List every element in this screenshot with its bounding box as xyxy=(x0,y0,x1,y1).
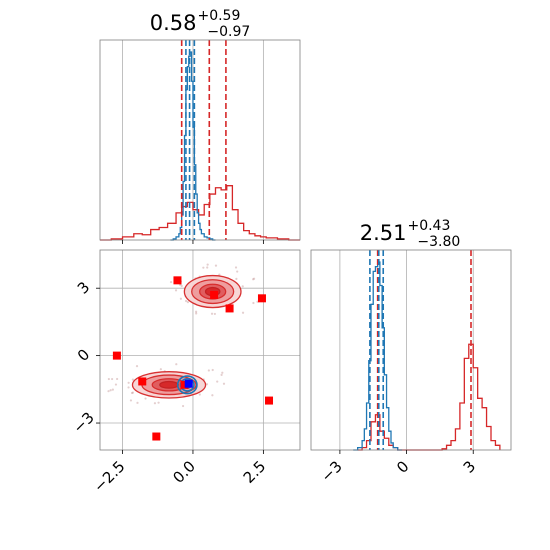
joint-grid xyxy=(100,250,300,450)
marginal-1-panel: 0.58+0.59 −0.97 xyxy=(99,8,301,244)
joint-y-tick-label: 0 xyxy=(74,346,93,365)
joint-sample-point xyxy=(181,404,185,408)
marginal-2-tick-label: 0 xyxy=(393,457,412,476)
joint-sample-point xyxy=(206,263,209,266)
marginal-2-tick-label: 3 xyxy=(460,457,479,476)
marginal-2-tick-label: −3 xyxy=(318,457,346,485)
marginal-1-histogram-red xyxy=(100,185,300,241)
joint-sample-point xyxy=(222,382,226,385)
joint-sample-point xyxy=(107,390,110,393)
joint-blue-marker xyxy=(184,379,193,388)
joint-sample-point xyxy=(129,399,133,402)
joint-sample-point xyxy=(234,266,238,269)
joint-sample-point xyxy=(205,383,209,386)
joint-sample-point xyxy=(195,312,198,315)
marginal-2-panel: 2.51+0.43 −3.80 −3 0 3 xyxy=(310,218,512,486)
joint-red-marker xyxy=(257,294,266,303)
joint-sample-point xyxy=(218,273,221,276)
marginal-2-title-lower: −3.80 xyxy=(417,234,460,250)
marginal-1-title-lower: −0.97 xyxy=(207,24,250,40)
joint-sample-point xyxy=(175,363,178,366)
joint-sample-point xyxy=(144,397,147,400)
joint-sample-point xyxy=(207,369,210,372)
marginal-2-ticks: −3 0 3 xyxy=(318,450,479,486)
joint-sample-point xyxy=(157,401,160,404)
marginal-1-title: 0.58+0.59 −0.97 xyxy=(150,8,251,40)
joint-sample-point xyxy=(169,280,173,284)
marginal-2-series xyxy=(353,261,501,451)
joint-sample-point xyxy=(202,266,205,269)
joint-sample-point xyxy=(174,289,178,292)
joint-x-tick-label: 2.5 xyxy=(240,457,270,487)
joint-red-contour xyxy=(159,380,179,389)
joint-sample-point xyxy=(111,388,114,391)
joint-sample-point xyxy=(127,386,130,389)
joint-sample-point xyxy=(221,371,224,374)
joint-sample-point xyxy=(111,377,114,381)
joint-sample-point xyxy=(114,383,118,386)
joint-markers xyxy=(112,276,274,441)
joint-red-marker xyxy=(138,377,147,386)
joint-panel: −2.5 0.0 2.5 −3 0 3 xyxy=(69,249,301,496)
joint-sample-point xyxy=(159,368,162,371)
marginal-1-histogram-blue xyxy=(170,51,216,241)
joint-sample-point xyxy=(184,299,188,303)
joint-sample-point xyxy=(186,301,189,304)
joint-sample-point xyxy=(213,312,216,316)
marginal-2-title-upper: +0.43 xyxy=(407,218,450,234)
joint-sample-point xyxy=(214,264,218,267)
joint-sample-point xyxy=(211,368,214,372)
joint-sample-point xyxy=(131,378,135,381)
joint-red-marker xyxy=(210,290,219,299)
joint-red-marker xyxy=(112,351,121,360)
joint-sample-point xyxy=(130,391,134,395)
marginal-2-histogram-red xyxy=(357,343,501,451)
joint-sample-point xyxy=(180,284,183,288)
joint-red-marker xyxy=(265,396,274,405)
joint-sample-point xyxy=(236,270,239,273)
joint-sample-point xyxy=(135,364,139,368)
joint-sample-point xyxy=(211,394,214,397)
joint-sample-point xyxy=(127,381,130,384)
joint-blue-contour xyxy=(176,375,198,395)
joint-sample-point xyxy=(216,380,219,383)
marginal-1-series xyxy=(100,51,300,241)
joint-sample-point xyxy=(241,285,244,288)
joint-frame xyxy=(99,249,301,451)
joint-sample-point xyxy=(136,401,139,404)
joint-sample-point xyxy=(195,310,198,313)
joint-red-marker xyxy=(152,432,161,441)
joint-sample-point xyxy=(220,373,223,376)
joint-x-tick-label: 0.0 xyxy=(169,457,199,487)
joint-x-tick-label: −2.5 xyxy=(90,457,128,495)
joint-y-tick-label: −3 xyxy=(69,408,97,436)
joint-sample-point xyxy=(235,277,238,280)
marginal-1-title-upper: +0.59 xyxy=(197,8,240,24)
marginal-2-quantile-lines xyxy=(369,250,472,450)
joint-sample-point xyxy=(206,266,209,269)
joint-sample-point xyxy=(241,311,245,314)
marginal-2-title: 2.51+0.43 −3.80 xyxy=(360,218,461,250)
joint-sample-point xyxy=(153,402,157,405)
joint-sample-point xyxy=(210,312,214,315)
joint-y-tick-label: 3 xyxy=(74,278,93,297)
marginal-1-quantile-lines xyxy=(180,40,227,240)
joint-sample-point xyxy=(252,301,255,305)
joint-sample-point xyxy=(198,393,201,396)
marginal-2-title-value: 2.51 xyxy=(360,221,407,245)
marginal-1-ticks xyxy=(122,240,264,244)
joint-sample-point xyxy=(252,277,256,280)
joint-sample-point xyxy=(179,297,182,300)
joint-red-marker xyxy=(180,380,189,389)
joint-red-marker xyxy=(173,276,182,285)
marginal-2-frame xyxy=(310,249,512,451)
joint-sample-point xyxy=(107,377,110,381)
joint-red-marker xyxy=(225,304,234,313)
marginal-2-grid xyxy=(339,250,474,450)
joint-sample-point xyxy=(116,377,119,381)
marginal-1-frame xyxy=(99,39,301,241)
joint-sample-point xyxy=(109,389,112,392)
marginal-1-title-value: 0.58 xyxy=(150,11,197,35)
